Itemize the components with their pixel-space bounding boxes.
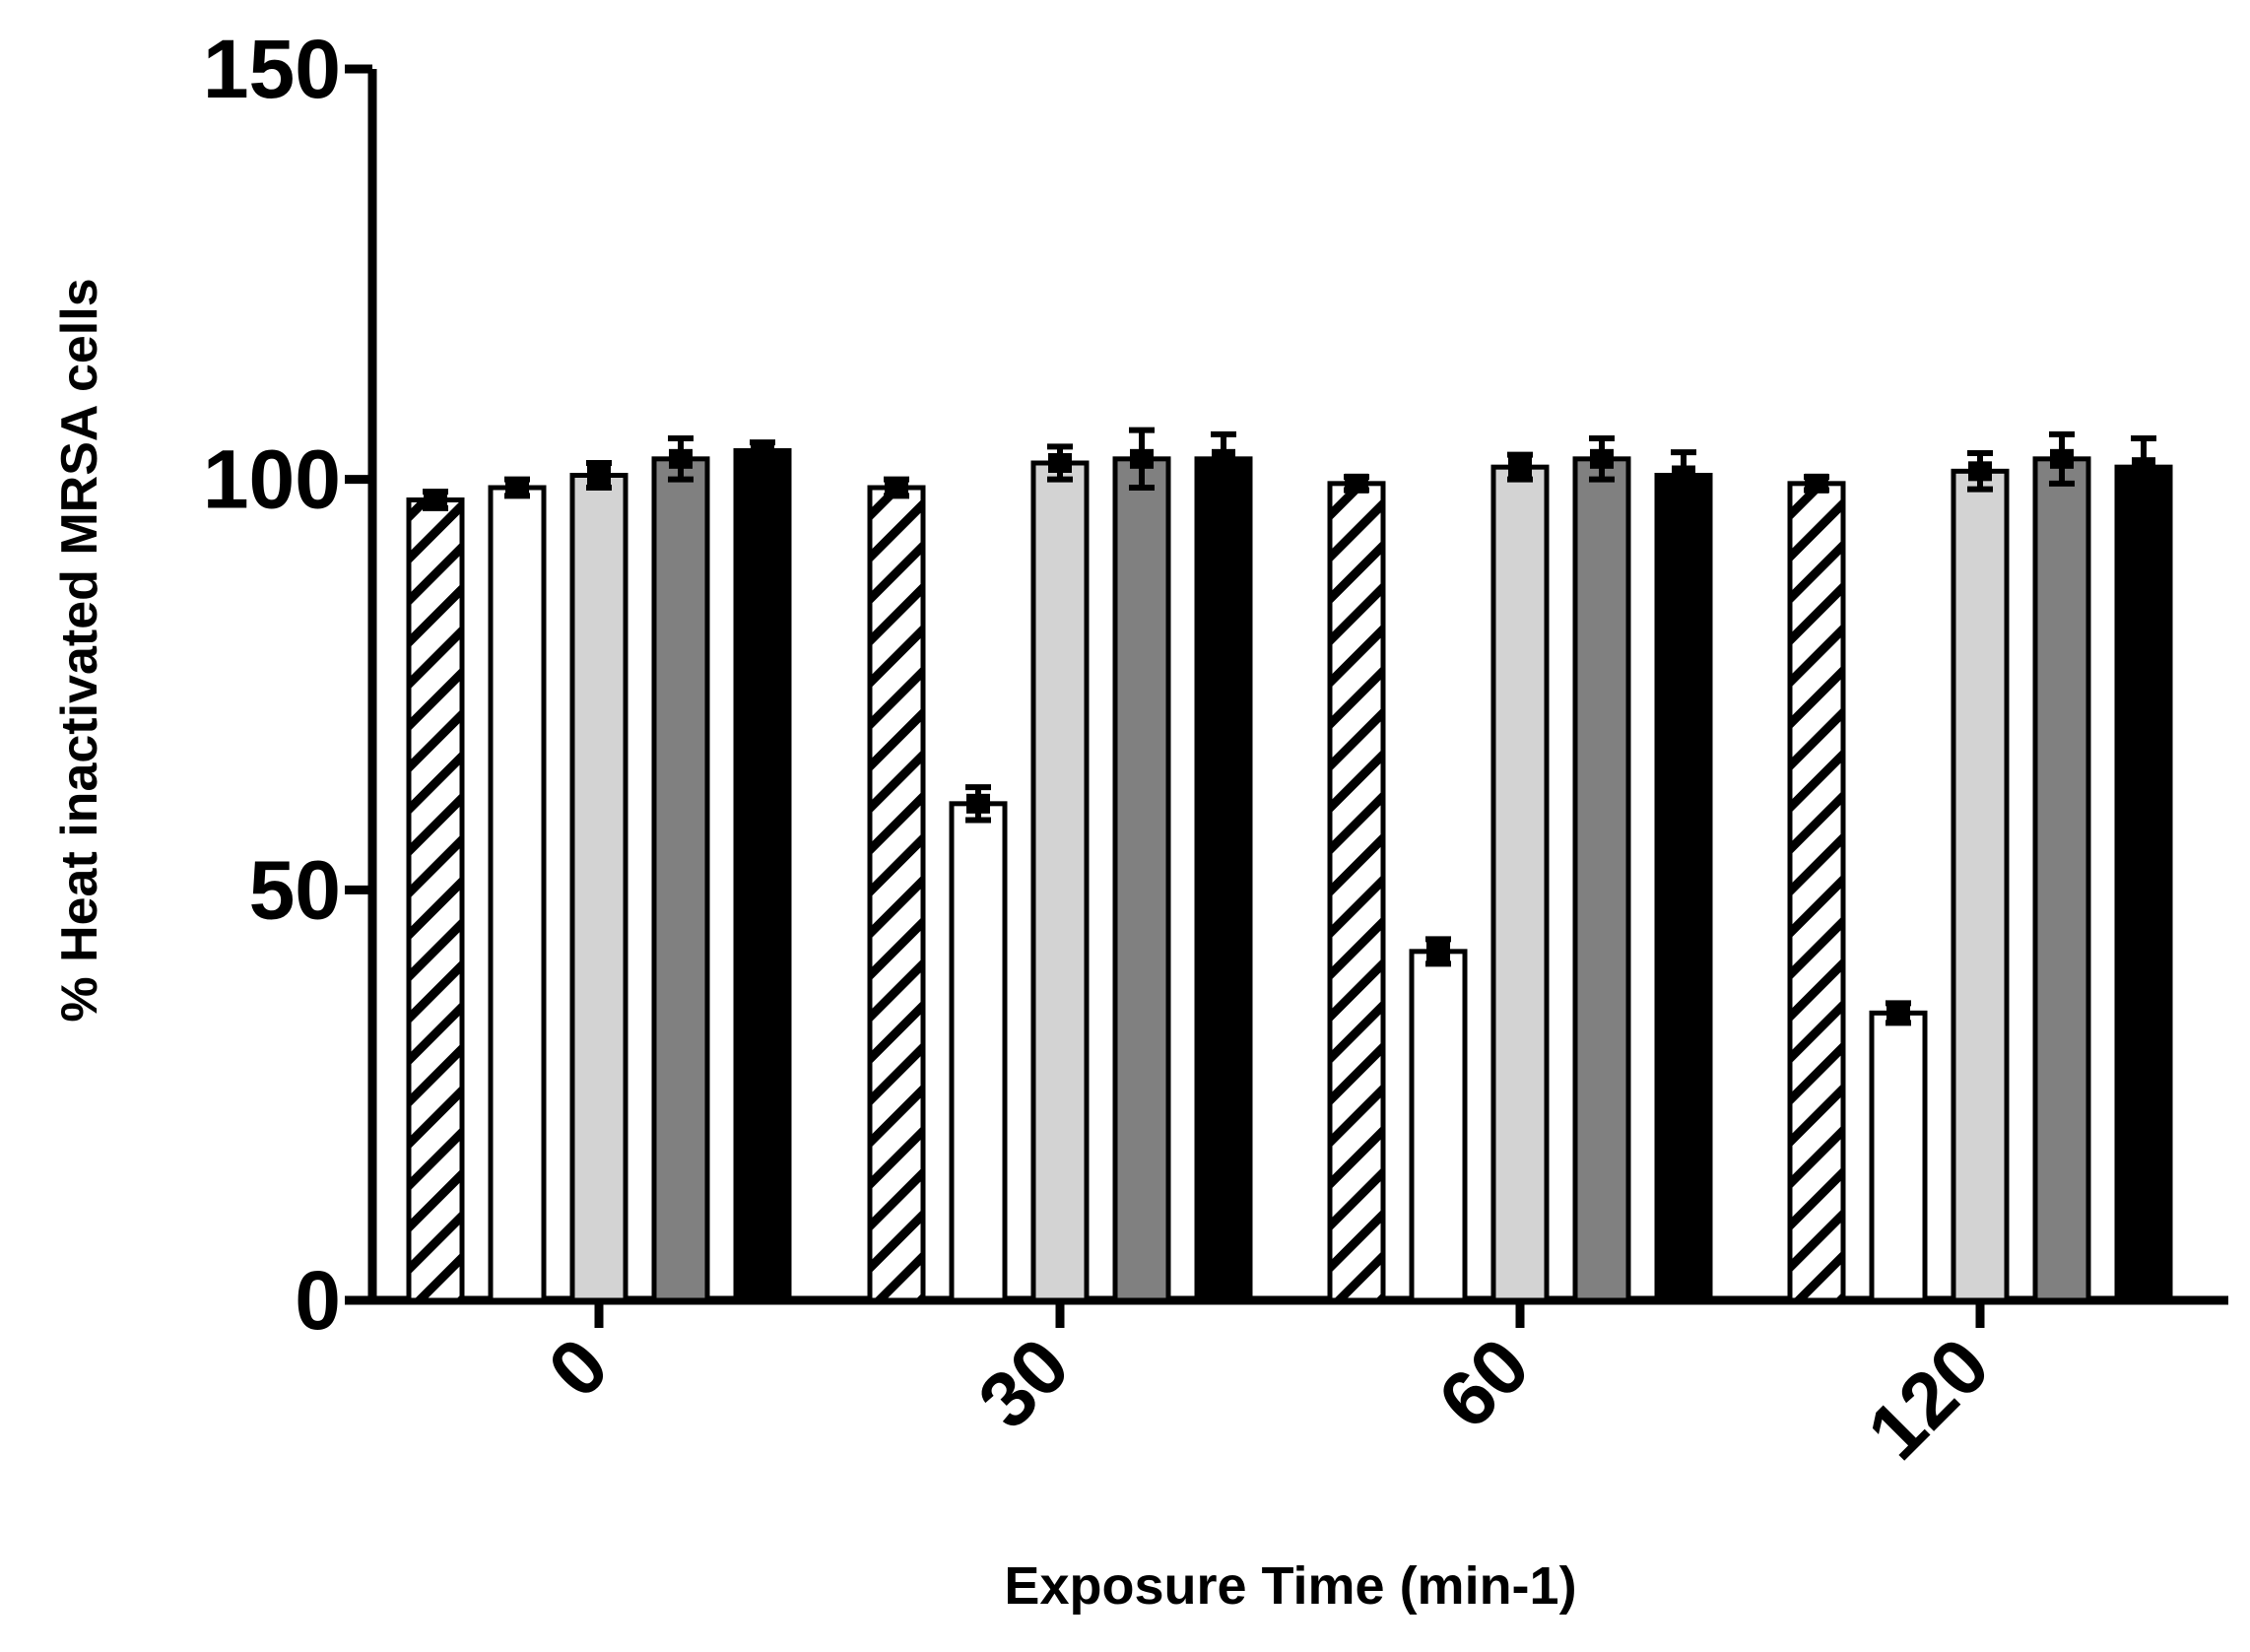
bar [1654,473,1713,1303]
mean-marker [1426,941,1450,961]
mean-marker [424,490,447,510]
mean-marker [751,440,774,461]
bar [1112,456,1171,1303]
bar [569,473,629,1303]
mean-marker [587,465,611,486]
bar [733,448,792,1303]
x-tick-label: 30 [961,1321,1086,1445]
x-axis-title: Exposure Time (min-1) [1004,1556,1576,1616]
mean-marker [1345,473,1368,494]
mean-marker [1805,473,1828,494]
mean-marker [1968,461,1992,482]
mean-marker [885,478,908,497]
y-tick-label: 0 [295,1254,341,1347]
bar [488,485,547,1303]
mean-marker [1590,448,1614,469]
bar [1572,456,1631,1303]
x-tick-label: 0 [532,1321,625,1414]
mean-marker [1672,465,1695,486]
bar [1490,464,1550,1303]
y-tick-label: 100 [203,433,341,526]
bar [1787,481,1846,1303]
bar [2114,464,2173,1303]
bar [949,801,1008,1303]
bar [867,485,926,1303]
bar [1869,1010,1928,1303]
y-axis-title: % Heat inactivated MRSA cells [51,278,108,1022]
mean-marker [966,793,990,814]
bar [1951,468,2010,1303]
bar [1030,460,1090,1303]
bar [651,456,710,1303]
bar [1194,456,1253,1303]
mean-marker [1048,453,1072,473]
mean-marker [1130,448,1154,469]
bar [1327,481,1386,1303]
mean-marker [1886,1003,1910,1024]
mean-marker [505,478,529,497]
x-tick-label: 60 [1422,1321,1546,1445]
mean-marker [669,448,693,469]
y-tick-label: 150 [203,23,341,115]
x-tick-label: 120 [1851,1321,2006,1476]
bar [1409,949,1468,1303]
y-tick-label: 50 [249,843,341,936]
bar [406,497,465,1303]
mean-marker [2050,448,2074,469]
mean-marker [1508,457,1532,478]
mean-marker [1212,448,1235,469]
bar [2032,456,2091,1303]
mean-marker [2132,457,2155,478]
plot-area: 0 50 100 150 0 30 60 120 [203,23,2228,1476]
